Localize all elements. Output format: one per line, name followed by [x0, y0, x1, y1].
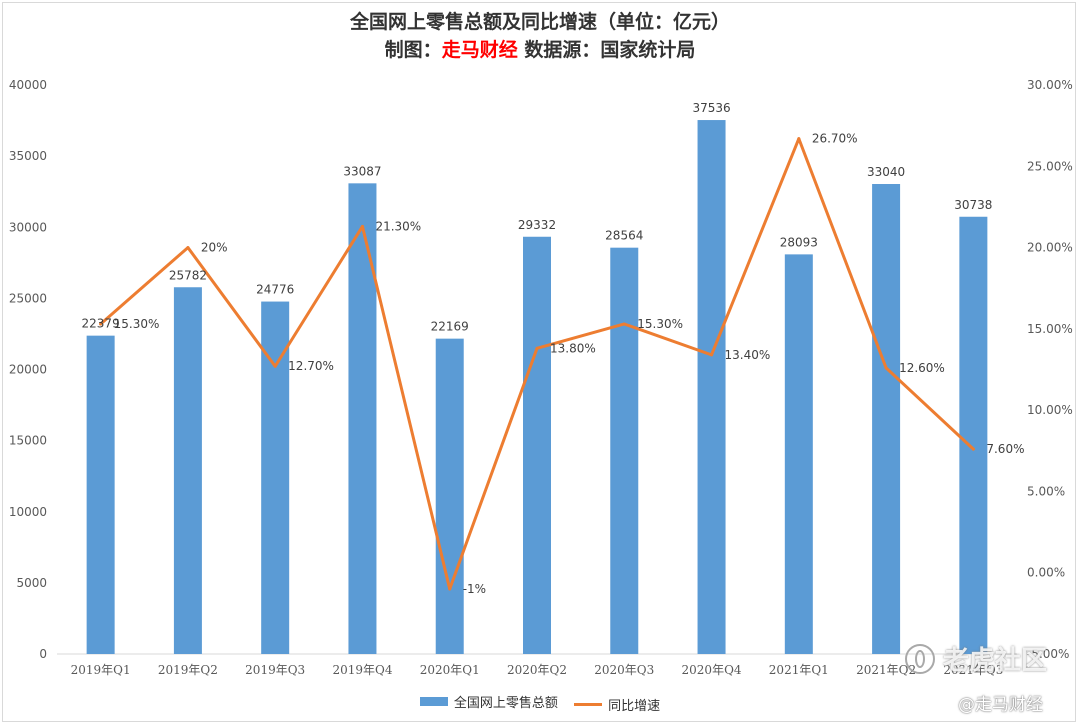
bar-value-label: 37536 [692, 101, 730, 115]
x-tick-label: 2019年Q2 [158, 663, 218, 677]
growth-point [360, 224, 364, 228]
growth-value-label: 15.30% [114, 317, 160, 331]
bar-value-label: 22169 [431, 320, 469, 334]
y-right-tick-label: 5.00% [1027, 484, 1065, 498]
legend-swatch-line [574, 703, 603, 706]
x-tick-label: 2020年Q3 [594, 663, 654, 677]
bar [959, 216, 988, 654]
growth-value-label: 13.40% [725, 348, 771, 362]
y-left-tick-label: 30000 [9, 220, 47, 234]
growth-point [710, 353, 714, 357]
bar [261, 301, 290, 654]
growth-point [622, 322, 626, 326]
bar [86, 335, 115, 654]
bar [610, 247, 639, 654]
subtitle-prefix: 制图： [384, 39, 442, 61]
growth-point [99, 322, 103, 326]
y-left-tick-label: 20000 [9, 363, 47, 377]
growth-point [186, 246, 190, 250]
growth-value-label: 20% [201, 241, 228, 255]
watermark-main: 老虎社区 [905, 640, 1047, 677]
growth-value-label: 21.30% [375, 219, 421, 233]
bar-value-label: 33040 [867, 165, 905, 179]
growth-value-label: -1% [463, 582, 486, 596]
bar [697, 120, 726, 654]
bar [784, 254, 813, 654]
title-subtitle: 制图：走马财经 数据源：国家统计局 [0, 36, 1080, 64]
bar-value-label: 30738 [954, 198, 992, 212]
y-right-tick-label: 0.00% [1027, 566, 1065, 580]
x-tick-label: 2019年Q1 [71, 663, 131, 677]
bar-value-label: 28093 [780, 235, 818, 249]
subtitle-suffix: 数据源：国家统计局 [517, 39, 696, 61]
x-tick-label: 2021年Q2 [856, 663, 916, 677]
y-left-tick-label: 40000 [9, 78, 47, 92]
tiger-logo-icon [905, 643, 935, 674]
growth-value-label: 26.70% [812, 132, 858, 146]
growth-point [797, 137, 801, 141]
legend-item-line[interactable]: 同比增速 [574, 695, 660, 714]
bar [348, 183, 377, 655]
bar-value-label: 33087 [343, 164, 381, 178]
y-left-tick-label: 5000 [16, 576, 47, 590]
x-tick-label: 2021年Q1 [769, 663, 829, 677]
y-right-tick-label: 15.00% [1027, 322, 1073, 336]
legend-label-line: 同比增速 [608, 699, 661, 714]
y-right-tick-label: 20.00% [1027, 241, 1073, 255]
y-left-tick-label: 15000 [9, 434, 47, 448]
bar-value-label: 25782 [169, 268, 207, 282]
y-right-tick-label: -5.00% [1027, 647, 1069, 661]
y-left-tick-label: 35000 [9, 149, 47, 163]
x-tick-label: 2020年Q1 [420, 663, 480, 677]
x-tick-label: 2020年Q2 [507, 663, 567, 677]
y-right-tick-label: 25.00% [1027, 159, 1073, 173]
x-tick-label: 2021年Q3 [943, 663, 1003, 677]
watermark-main-text: 老虎社区 [943, 646, 1048, 676]
growth-value-label: 13.80% [550, 341, 596, 355]
x-tick-label: 2020年Q4 [682, 663, 742, 677]
legend-swatch-bar [419, 697, 448, 706]
growth-point [971, 447, 975, 451]
growth-point [273, 364, 277, 368]
subtitle-brand: 走马财经 [441, 39, 518, 61]
growth-point [535, 346, 539, 350]
legend-item-bar[interactable]: 全国网上零售总额 [419, 692, 558, 711]
bar [872, 184, 901, 655]
chart-title: 全国网上零售总额及同比增速（单位：亿元） 制图：走马财经 数据源：国家统计局 [0, 8, 1080, 64]
y-right-tick-label: 30.00% [1027, 78, 1073, 92]
bar-value-label: 22379 [82, 317, 120, 331]
growth-value-label: 7.60% [986, 442, 1024, 456]
x-tick-label: 2019年Q3 [245, 663, 305, 677]
y-left-tick-label: 10000 [9, 505, 47, 519]
growth-value-label: 15.30% [637, 317, 683, 331]
bar-value-label: 28564 [605, 229, 643, 243]
legend-label-bar: 全国网上零售总额 [453, 696, 558, 711]
bar [435, 338, 464, 654]
y-left-tick-label: 25000 [9, 291, 47, 305]
watermark-corner: @走马财经 [958, 695, 1043, 715]
bar-value-label: 24776 [256, 283, 294, 297]
growth-value-label: 12.60% [899, 361, 945, 375]
bar-value-label: 29332 [518, 218, 556, 232]
y-left-tick-label: 0 [39, 647, 47, 661]
title-main: 全国网上零售总额及同比增速（单位：亿元） [349, 11, 730, 33]
bar [523, 236, 551, 654]
growth-value-label: 12.70% [288, 359, 334, 373]
growth-point [448, 587, 452, 591]
x-tick-label: 2019年Q4 [332, 663, 392, 677]
bar [173, 287, 202, 654]
y-right-tick-label: 10.00% [1027, 403, 1073, 417]
chart-legend: 全国网上零售总额 同比增速 [0, 692, 1080, 714]
growth-point [884, 366, 888, 370]
